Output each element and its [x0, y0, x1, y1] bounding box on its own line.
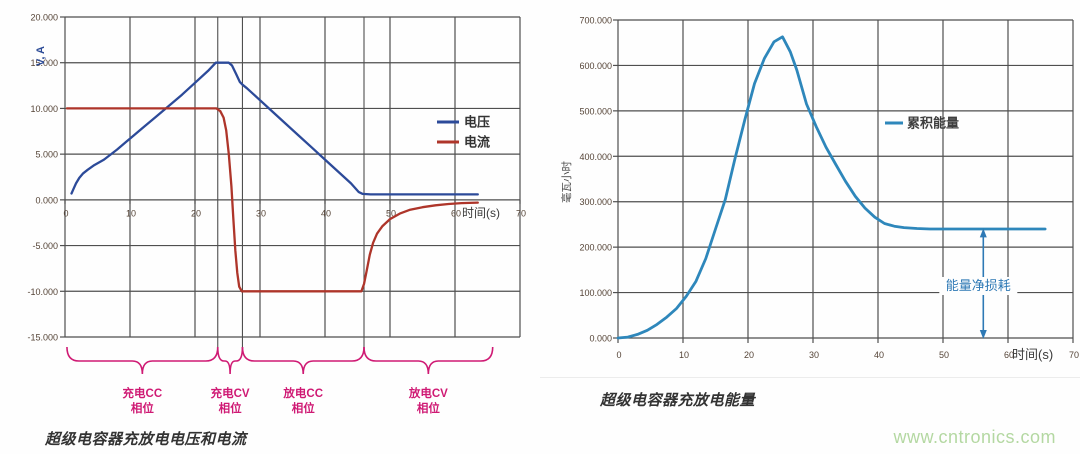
annotation-net-energy-loss: 能量净损耗 [939, 228, 1018, 339]
series-累积能量 [616, 35, 1047, 340]
x-axis-title: 时间(s) [1012, 347, 1053, 362]
x-tick-label: 30 [809, 350, 819, 360]
axis-ticks [60, 16, 521, 338]
y-tick-label: 10.000 [30, 104, 58, 114]
y-tick-label: 200.000 [579, 243, 612, 253]
legend: 累积能量 [885, 116, 959, 131]
x-tick-label: 70 [1069, 350, 1079, 360]
y-tick-label: 0.000 [589, 334, 612, 344]
grid [617, 19, 1074, 339]
legend-label: 累积能量 [907, 116, 959, 131]
x-tick-label: 0 [63, 209, 68, 219]
y-tick-label: 20.000 [30, 13, 58, 23]
watermark: www.cntronics.com [893, 427, 1056, 447]
series [65, 61, 479, 293]
y-tick-labels: 20.000 15.000 10.000 5.000 0.000 -5.000 -10.00… [27, 13, 58, 343]
grid [64, 16, 521, 338]
arrowhead-down-icon [979, 330, 987, 339]
y-tick-label: 0.000 [35, 195, 58, 205]
voltage-current-chart: 20.000 15.000 10.000 5.000 0.000 -5.000 -10.00… [27, 13, 526, 416]
y-axis-title: V, A [35, 46, 47, 66]
y-tick-label: -5.000 [32, 241, 58, 251]
y-axis-title: 毫瓦小时 [560, 161, 573, 203]
series-电压 [70, 61, 479, 196]
x-tick-label: 20 [744, 350, 754, 360]
y-tick-label: 500.000 [579, 106, 612, 116]
series [616, 35, 1047, 340]
x-tick-label: 50 [939, 350, 949, 360]
x-tick-labels: 0 10 20 30 40 50 60 70 [63, 209, 526, 219]
y-tick-label: 700.000 [579, 16, 612, 26]
x-tick-label: 10 [679, 350, 689, 360]
y-tick-label: 300.000 [579, 197, 612, 207]
annotation-label-bg [939, 277, 1018, 295]
y-tick-label: 600.000 [579, 61, 612, 71]
phase-braces: 充电CC 相位 充电CV 相位 放电CC 相位 放电CV 相位 [66, 337, 494, 415]
x-tick-label: 30 [256, 209, 266, 219]
y-tick-label: 5.000 [35, 150, 58, 160]
phase-label: 放电CV 相位 [408, 386, 448, 415]
phase-brace [216, 346, 244, 375]
y-tick-label: 400.000 [579, 152, 612, 162]
x-tick-label: 40 [321, 209, 331, 219]
x-tick-label: 40 [874, 350, 884, 360]
phase-brace [241, 346, 365, 375]
arrowhead-up-icon [979, 228, 987, 238]
x-tick-label: 10 [126, 209, 136, 219]
phase-brace [66, 346, 219, 375]
energy-chart: 700.000600.000500.000400.000300.000200.0… [560, 16, 1079, 363]
y-tick-label: -10.000 [27, 287, 58, 297]
x-tick-label: 70 [516, 209, 526, 219]
y-tick-label: 15.000 [30, 58, 58, 68]
phase-brace [363, 346, 494, 375]
chart-image-edge [540, 377, 1080, 378]
x-tick-label: 50 [386, 209, 396, 219]
x-tick-label: 60 [1004, 350, 1014, 360]
x-tick-label: 20 [191, 209, 201, 219]
annotation-label: 能量净损耗 [946, 278, 1011, 293]
legend-label: 电压 [464, 115, 490, 130]
right-chart-caption: 超级电容器充放电能量 [600, 392, 756, 409]
y-tick-labels: 700.000 600.000 500.000 400.000 300.000 200.0… [579, 16, 612, 344]
y-tick-label: -15.000 [27, 333, 58, 343]
x-tick-labels: 0 10 20 30 40 50 60 70 [616, 350, 1079, 360]
phase-label: 放电CC 相位 [282, 386, 323, 415]
x-axis-title: 时间(s) [462, 206, 500, 220]
series-电流 [65, 107, 479, 293]
x-tick-label: 60 [451, 209, 461, 219]
phase-label: 充电CV 相位 [211, 386, 250, 415]
x-tick-label: 0 [616, 350, 621, 360]
left-chart-caption: 超级电容器充放电电压和电流 [45, 431, 247, 448]
y-tick-label: 100.000 [579, 288, 612, 298]
phase-label: 充电CC 相位 [123, 386, 163, 415]
legend-label: 电流 [464, 135, 490, 150]
